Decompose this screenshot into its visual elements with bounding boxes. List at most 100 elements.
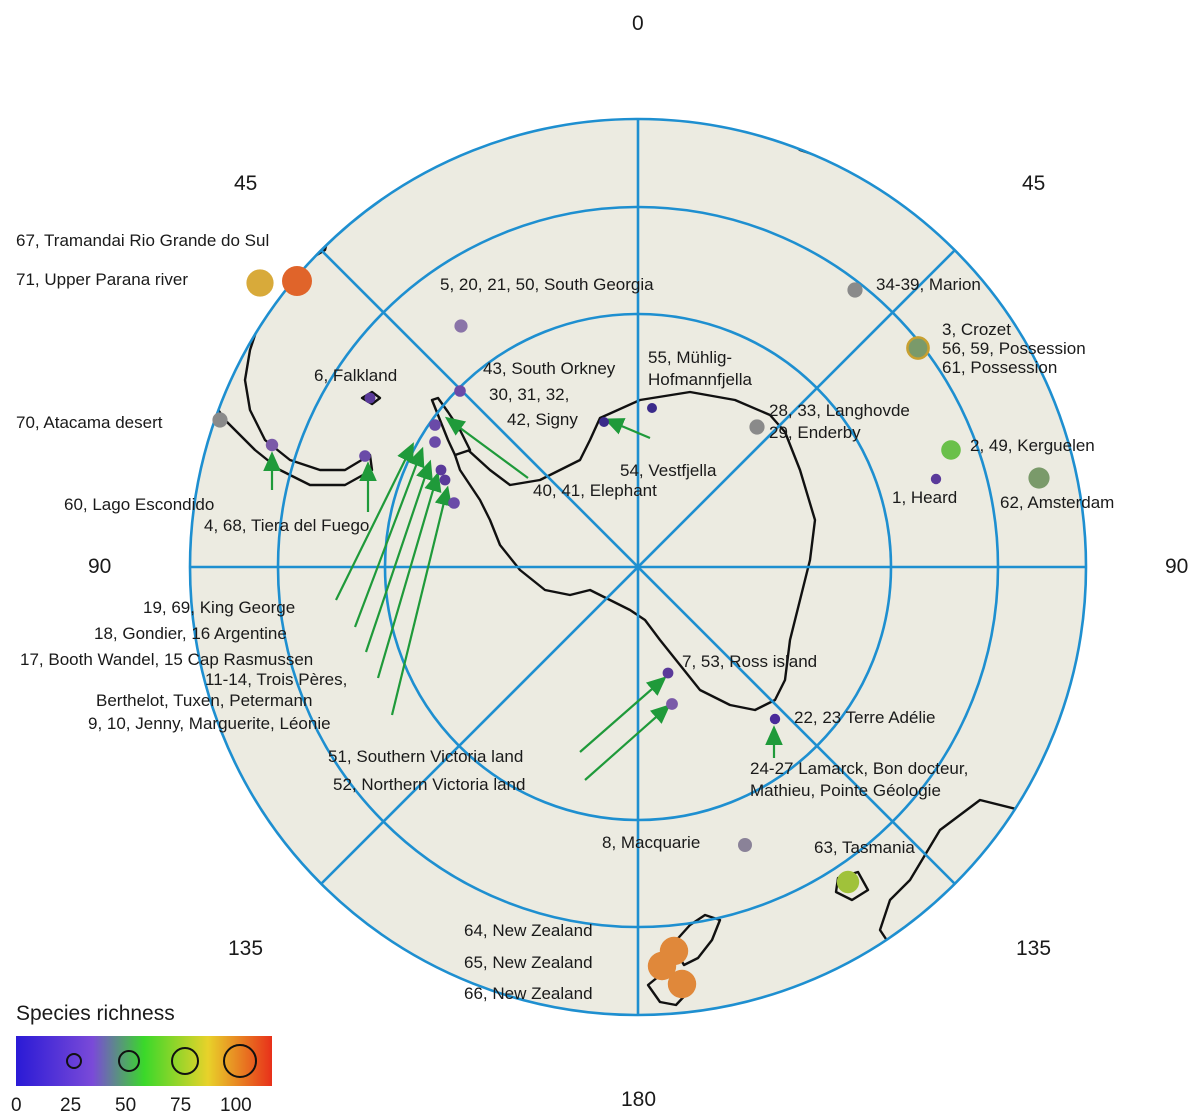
site-label: 1, Heard — [892, 488, 957, 507]
site-marker-macquarie — [738, 838, 752, 852]
site-label: 11-14, Trois Pères, — [205, 670, 347, 689]
site-label: 4, 68, Tiera del Fuego — [204, 516, 369, 535]
legend-title: Species richness — [16, 1002, 175, 1025]
legend-tick: 75 — [170, 1095, 191, 1115]
site-marker-booth-wandel — [435, 464, 447, 476]
degree-label-top: 0 — [632, 12, 644, 35]
site-marker-vestfjella — [599, 417, 609, 427]
site-label: 29, Enderby — [769, 423, 861, 442]
site-label: 63, Tasmania — [814, 838, 915, 857]
site-marker-crozet — [906, 336, 930, 360]
site-label: 43, South Orkney — [483, 359, 616, 378]
site-marker-new-zealand-65 — [647, 951, 677, 981]
site-label: 8, Macquarie — [602, 833, 700, 852]
arrow-vestfjella — [603, 418, 651, 440]
site-labels: 67, Tramandai Rio Grande do Sul 71, Uppe… — [16, 231, 1114, 1003]
legend-size-circle-50 — [118, 1050, 140, 1072]
site-label: Mathieu, Pointe Géologie — [750, 781, 941, 800]
site-marker-terre-adelie — [769, 713, 781, 725]
site-marker-northern-victoria — [666, 698, 678, 710]
site-marker-south-orkney — [454, 385, 466, 397]
legend-tick: 50 — [115, 1095, 136, 1115]
site-label: 18, Gondier, 16 Argentine — [94, 624, 287, 643]
site-label: 17, Booth Wandel, 15 Cap Rasmussen — [20, 650, 313, 669]
arrow-elephant — [444, 416, 529, 479]
site-label: 51, Southern Victoria land — [328, 747, 523, 766]
arrow-king-george — [335, 442, 414, 601]
site-label: 56, 59, Possession — [942, 339, 1086, 358]
site-marker-trois-peres — [439, 474, 451, 486]
legend: Species richness 0 25 50 75 100 — [11, 1002, 272, 1115]
arrow-southern-victoria — [579, 676, 667, 753]
site-marker-tierra-del-fuego — [359, 450, 371, 462]
arrow-jenny — [390, 485, 452, 716]
graticule — [188, 117, 1088, 1017]
site-label: 24-27 Lamarck, Bon docteur, — [750, 759, 968, 778]
degree-label-right: 90 — [1165, 555, 1188, 578]
site-label: 5, 20, 21, 50, South Georgia — [440, 275, 654, 294]
site-marker-tramandai — [282, 266, 312, 296]
site-label: 64, New Zealand — [464, 921, 593, 940]
site-marker-heard — [930, 473, 942, 485]
legend-size-circle-100 — [223, 1044, 257, 1078]
legend-gradient-bar — [16, 1036, 272, 1086]
site-marker-king-george — [429, 419, 441, 431]
degree-label-bottom: 180 — [621, 1088, 656, 1111]
site-label: 6, Falkland — [314, 366, 397, 385]
site-marker-ross-island — [662, 667, 674, 679]
site-label: 40, 41, Elephant — [533, 481, 657, 500]
site-label: 52, Northern Victoria land — [333, 775, 525, 794]
site-label: 9, 10, Jenny, Marguerite, Léonie — [88, 714, 331, 733]
degree-labels: 0 45 45 90 90 135 135 180 — [88, 12, 1188, 1111]
site-marker-tasmania — [836, 870, 860, 894]
legend-size-circle-75 — [171, 1047, 199, 1075]
site-label: Berthelot, Tuxen, Petermann — [96, 691, 312, 710]
site-label: 61, Possession — [942, 358, 1057, 377]
site-label: 42, Signy — [507, 410, 578, 429]
site-marker-gondier — [429, 436, 441, 448]
site-marker-south-georgia — [454, 319, 468, 333]
site-marker-jenny — [448, 497, 460, 509]
site-marker-muhlig — [647, 403, 657, 413]
degree-label-upper-left: 45 — [234, 172, 257, 195]
site-marker-new-zealand-66 — [667, 969, 697, 999]
site-label: 65, New Zealand — [464, 953, 593, 972]
site-label: 30, 31, 32, — [489, 385, 569, 404]
pointer-arrows — [263, 416, 783, 781]
site-label: 67, Tramandai Rio Grande do Sul — [16, 231, 269, 250]
site-label: 7, 53, Ross island — [682, 652, 817, 671]
site-marker-kerguelen — [941, 440, 961, 460]
site-label: 70, Atacama desert — [16, 413, 163, 432]
site-marker-lago-escondido — [265, 438, 279, 452]
site-marker-falkland — [364, 392, 376, 404]
arrow-northern-victoria — [584, 704, 671, 781]
site-label: 28, 33, Langhovde — [769, 401, 910, 420]
legend-tick: 100 — [220, 1095, 252, 1115]
degree-label-lower-right: 135 — [1016, 937, 1051, 960]
legend-tick: 25 — [60, 1095, 81, 1115]
meridian-135-315 — [320, 249, 956, 885]
site-marker-langhovde — [749, 419, 765, 435]
arrow-gondier — [353, 446, 425, 628]
site-label: 66, New Zealand — [464, 984, 593, 1003]
arrow-booth-wandel — [364, 459, 433, 653]
site-label: 2, 49, Kerguelen — [970, 436, 1095, 455]
site-marker-amsterdam — [1028, 467, 1050, 489]
site-label: 34-39, Marion — [876, 275, 981, 294]
legend-tick: 0 — [11, 1095, 22, 1115]
site-label: 55, Mühlig- — [648, 348, 732, 367]
site-label: 22, 23 Terre Adélie — [794, 708, 935, 727]
site-label: 19, 69, King George — [143, 598, 295, 617]
madagascar-coast — [948, 183, 1022, 247]
arrow-trois-peres — [376, 471, 442, 679]
degree-label-upper-right: 45 — [1022, 172, 1045, 195]
antarctica-coast — [453, 390, 817, 712]
site-label: 54, Vestfjella — [620, 461, 717, 480]
site-label: Hofmannfjella — [648, 370, 752, 389]
site-label: 62, Amsterdam — [1000, 493, 1114, 512]
site-label: 60, Lago Escondido — [64, 495, 214, 514]
site-marker-marion — [847, 282, 863, 298]
legend-size-circle-25 — [66, 1053, 82, 1069]
site-label: 3, Crozet — [942, 320, 1011, 339]
